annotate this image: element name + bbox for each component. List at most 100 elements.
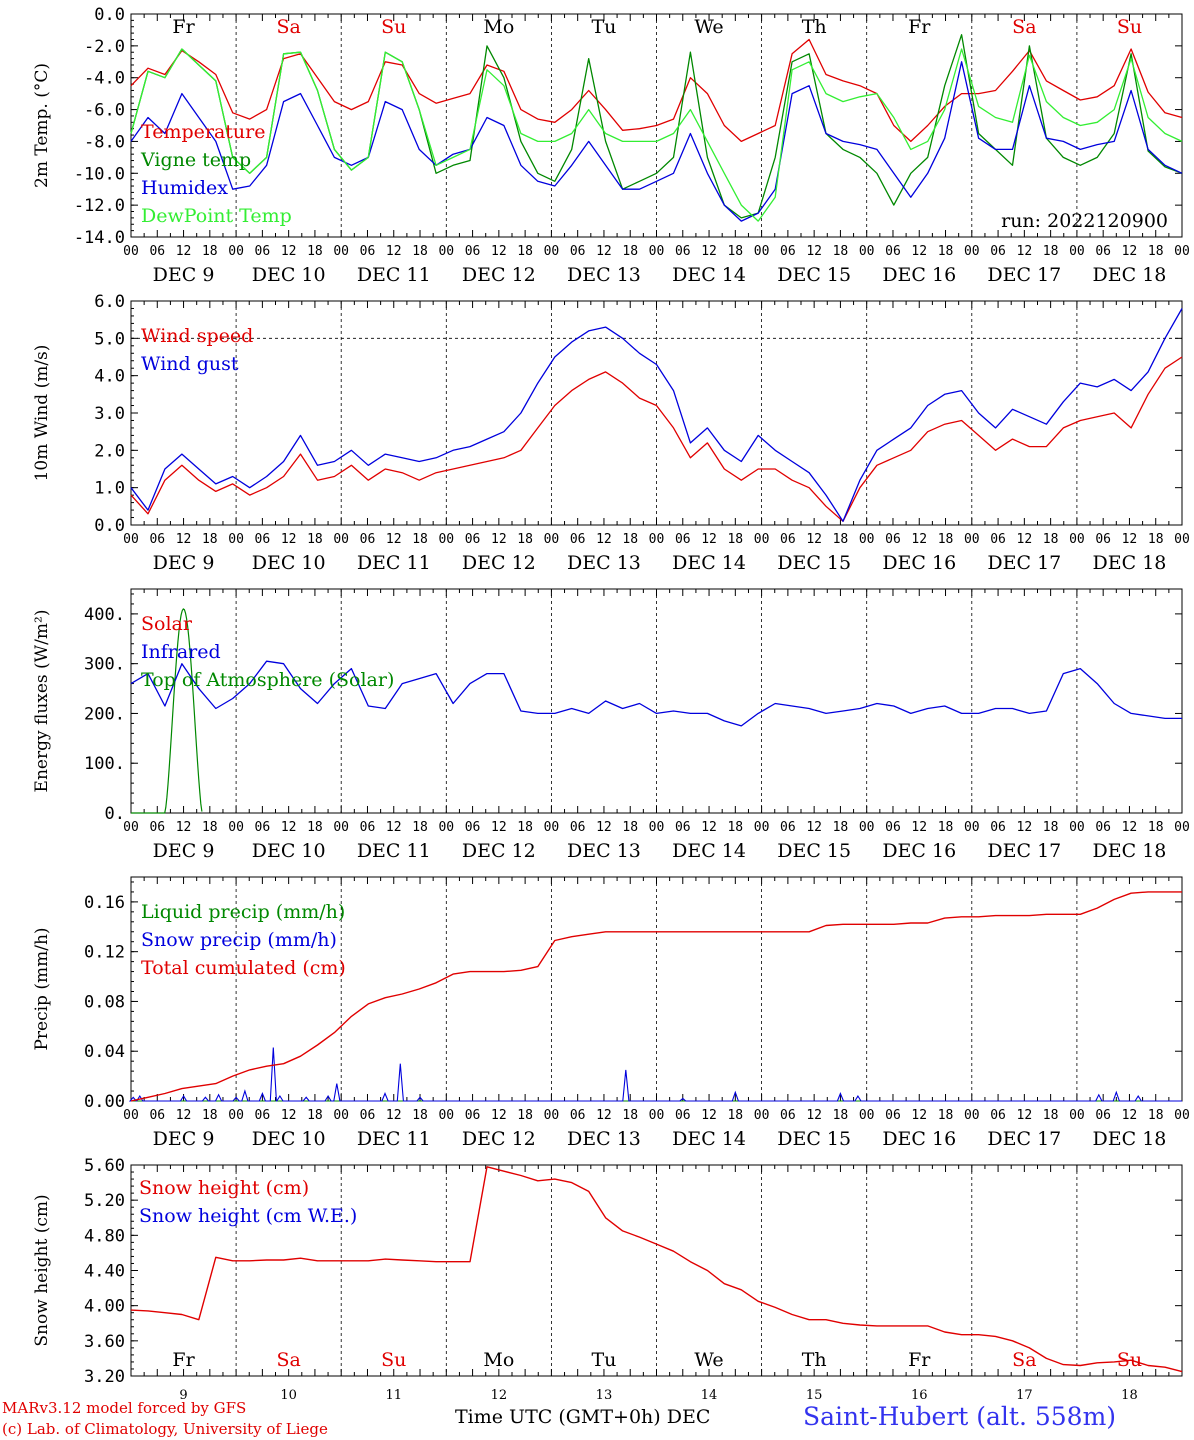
y-axis-title: Precip (mm/h): [32, 927, 52, 1050]
day-label: DEC 12: [462, 1128, 536, 1150]
hour-tick-label: 06: [149, 820, 165, 835]
hour-tick-label: 00: [1069, 244, 1085, 259]
hour-tick-label: 00: [438, 532, 454, 547]
day-label: DEC 16: [882, 840, 956, 862]
day-number-label: 9: [179, 1388, 187, 1403]
legend-entry: DewPoint Temp: [141, 205, 292, 227]
hour-tick-label: 12: [596, 820, 612, 835]
hour-tick-label: 18: [727, 244, 743, 259]
y-axis-title: Snow height (cm): [32, 1194, 52, 1346]
hour-tick-label: 06: [570, 532, 586, 547]
hour-tick-label: 06: [360, 532, 376, 547]
y-tick-label: 0.00: [84, 1092, 125, 1112]
legend-entry: Snow height (cm W.E.): [139, 1205, 357, 1227]
hour-tick-label: 00: [438, 820, 454, 835]
hour-tick-label: 12: [281, 244, 297, 259]
hour-tick-label: 18: [833, 532, 849, 547]
legend-entry: Total cumulated (cm): [141, 957, 346, 979]
legend-entry: Infrared: [141, 641, 221, 663]
hour-tick-label: 12: [1122, 532, 1138, 547]
day-number-label: 17: [1016, 1388, 1033, 1403]
hour-tick-label: 00: [123, 820, 139, 835]
weekday-label: We: [694, 16, 723, 38]
hour-tick-label: 12: [806, 1108, 822, 1123]
hour-tick-label: 18: [517, 532, 533, 547]
panel-3: 0. 100. 200. 300. 400. Energy fluxes (W/m²) 00…: [32, 588, 1190, 862]
y-tick-label: -6.0: [84, 101, 125, 121]
day-label: DEC 9: [153, 552, 215, 574]
hour-tick-label: 00: [1174, 820, 1190, 835]
hour-tick-label: 06: [990, 532, 1006, 547]
infrared-line: [130, 660, 1182, 727]
hour-tick-label: 18: [412, 532, 428, 547]
hour-tick-label: 12: [596, 1108, 612, 1123]
y-tick-label: 4.00: [84, 1297, 125, 1317]
y-axis-title: 10m Wind (m/s): [32, 345, 52, 482]
y-tick-label: 4.40: [84, 1262, 125, 1282]
day-number-label: 11: [385, 1388, 402, 1403]
hour-tick-label: 18: [1148, 820, 1164, 835]
hour-tick-label: 00: [123, 1108, 139, 1123]
day-label: DEC 15: [777, 1128, 851, 1150]
plot-frame: [130, 588, 1183, 814]
y-tick-label: 5.20: [84, 1191, 125, 1211]
y-axis-title: Energy fluxes (W/m²): [32, 610, 52, 793]
weekday-label: Sa: [276, 16, 300, 38]
hour-tick-label: 12: [386, 1108, 402, 1123]
hour-tick-label: 18: [833, 820, 849, 835]
hour-tick-label: 12: [176, 1108, 192, 1123]
hour-tick-label: 06: [780, 820, 796, 835]
hour-tick-label: 12: [491, 820, 507, 835]
legend-entry: Liquid precip (mm/h): [141, 901, 345, 923]
weekday-label: Fr: [908, 1349, 931, 1371]
hour-tick-label: 06: [570, 244, 586, 259]
day-label: DEC 15: [777, 552, 851, 574]
hour-tick-label: 12: [1017, 244, 1033, 259]
day-label: DEC 11: [357, 264, 431, 286]
day-label: DEC 14: [672, 840, 746, 862]
hour-tick-label: 06: [465, 820, 481, 835]
legend-entry: Wind gust: [141, 353, 239, 375]
hour-tick-label: 00: [859, 532, 875, 547]
hour-tick-label: 00: [333, 244, 349, 259]
hour-tick-label: 18: [517, 1108, 533, 1123]
hour-tick-label: 18: [1043, 1108, 1059, 1123]
hour-tick-label: 00: [544, 532, 560, 547]
day-label: DEC 15: [777, 840, 851, 862]
hour-tick-label: 00: [544, 1108, 560, 1123]
hour-tick-label: 18: [833, 1108, 849, 1123]
hour-tick-label: 06: [675, 532, 691, 547]
hour-tick-label: 00: [649, 1108, 665, 1123]
legend-entry: Snow height (cm): [139, 1177, 309, 1199]
hour-tick-label: 12: [1122, 820, 1138, 835]
day-label: DEC 17: [987, 264, 1061, 286]
hour-tick-label: 06: [990, 1108, 1006, 1123]
hour-tick-label: 12: [1122, 1108, 1138, 1123]
legend-entry: Snow precip (mm/h): [141, 929, 337, 951]
series-line: [130, 61, 1183, 222]
hour-tick-label: 00: [964, 532, 980, 547]
day-label: DEC 16: [882, 264, 956, 286]
y-tick-label: 3.0: [94, 404, 125, 424]
y-tick-label: -4.0: [84, 69, 125, 89]
y-tick-label: 0.08: [84, 992, 125, 1012]
legend-entry: Humidex: [141, 177, 228, 199]
weekday-label: Mo: [483, 1349, 514, 1371]
hour-tick-label: 00: [649, 820, 665, 835]
weekday-label: Sa: [276, 1349, 300, 1371]
hour-tick-label: 06: [149, 532, 165, 547]
hour-tick-label: 18: [202, 244, 218, 259]
hour-tick-label: 18: [307, 532, 323, 547]
hour-tick-label: 18: [938, 820, 954, 835]
hour-tick-label: 18: [833, 244, 849, 259]
y-tick-label: 1.0: [94, 479, 125, 499]
day-number-label: 13: [596, 1388, 613, 1403]
day-label: DEC 16: [882, 552, 956, 574]
day-label: DEC 12: [462, 264, 536, 286]
hour-tick-label: 18: [202, 820, 218, 835]
legend-entry: Vigne temp: [140, 149, 251, 171]
hour-tick-label: 00: [228, 820, 244, 835]
hour-tick-label: 18: [727, 1108, 743, 1123]
hour-tick-label: 06: [1095, 1108, 1111, 1123]
